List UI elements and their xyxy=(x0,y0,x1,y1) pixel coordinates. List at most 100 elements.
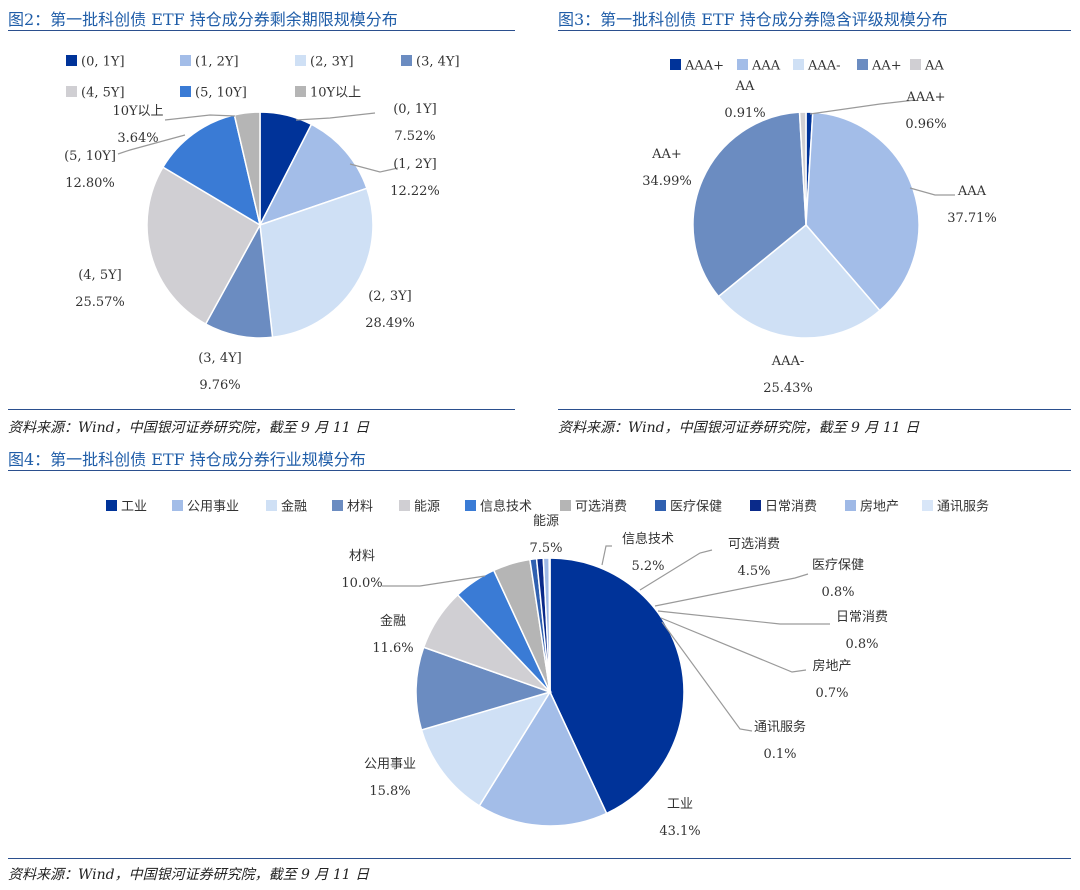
chart3-legend-swatch-1 xyxy=(172,500,183,511)
chart2-legend-swatch-4 xyxy=(910,59,921,70)
chart1-leader-6 xyxy=(164,114,236,121)
chart2-source: 资料来源：Wind，中国银河证券研究院，截至 9 月 11 日 xyxy=(558,420,920,436)
chart2-legend-label-2: AAA- xyxy=(807,59,841,74)
chart3-legend-label-4: 能源 xyxy=(414,500,440,515)
chart2-value-label-0: 0.96% xyxy=(905,117,946,132)
chart2-legend-label-3: AA+ xyxy=(871,59,902,74)
chart3-leader-5 xyxy=(601,545,612,566)
chart1-legend-label-5: (5, 10Y] xyxy=(195,86,247,101)
chart1-title: 图2：第一批科创债 ETF 持仓成分券剩余期限规模分布 xyxy=(8,10,398,29)
chart1-legend-label-3: (3, 4Y] xyxy=(416,55,460,70)
chart3-legend-swatch-5 xyxy=(465,500,476,511)
chart3-legend-label-7: 医疗保健 xyxy=(670,500,722,515)
chart2-bottom-rule xyxy=(558,409,1071,410)
chart1-top-rule xyxy=(8,30,515,31)
chart3-bottom-rule xyxy=(8,858,1071,859)
chart1-legend-swatch-0 xyxy=(66,55,77,66)
chart3-legend-label-8: 日常消费 xyxy=(765,500,817,515)
chart1-source: 资料来源：Wind，中国银河证券研究院，截至 9 月 11 日 xyxy=(8,420,370,436)
chart3-category-label-5: 信息技术 xyxy=(622,531,674,547)
chart1-value-label-3: 9.76% xyxy=(199,378,240,393)
chart2-legend-swatch-0 xyxy=(670,59,681,70)
chart3-value-label-8: 0.8% xyxy=(845,637,878,652)
chart3-leader-3 xyxy=(382,575,486,587)
chart1-category-label-1: (1, 2Y] xyxy=(393,157,437,172)
chart1-slice-4 xyxy=(146,166,262,326)
chart2-legend-label-0: AAA+ xyxy=(684,59,724,74)
chart3-legend-swatch-8 xyxy=(750,500,761,511)
chart2-category-label-1: AAA xyxy=(957,184,987,199)
chart3-value-label-10: 0.1% xyxy=(763,747,796,762)
chart2-leader-0 xyxy=(809,99,916,115)
chart3-title: 图4：第一批科创债 ETF 持仓成分券行业规模分布 xyxy=(8,450,366,469)
chart1-value-label-1: 12.22% xyxy=(390,184,440,199)
chart1-value-label-4: 25.57% xyxy=(75,295,125,310)
chart3-category-label-1: 公用事业 xyxy=(364,757,416,772)
chart1-legend-swatch-6 xyxy=(295,86,306,97)
chart3-legend-label-0: 工业 xyxy=(121,500,147,515)
chart2-slice-4 xyxy=(798,111,807,226)
chart3-legend-label-10: 通讯服务 xyxy=(937,499,989,515)
chart3-leader-10 xyxy=(661,621,753,732)
chart1-legend-label-2: (2, 3Y] xyxy=(310,55,354,70)
chart3-leader-9 xyxy=(660,617,807,673)
chart3-category-label-3: 材料 xyxy=(349,549,375,564)
chart3-value-label-3: 10.0% xyxy=(341,576,382,591)
chart3-category-label-6: 可选消费 xyxy=(728,537,780,552)
chart1-legend-label-4: (4, 5Y] xyxy=(81,86,125,101)
chart1-legend-swatch-3 xyxy=(401,55,412,66)
chart1-legend-swatch-4 xyxy=(66,86,77,97)
chart2-value-label-4: 0.91% xyxy=(724,106,765,121)
chart1-legend-swatch-1 xyxy=(180,55,191,66)
chart3-legend-swatch-6 xyxy=(560,500,571,511)
chart2-value-label-2: 25.43% xyxy=(763,381,813,396)
chart2-leader-1 xyxy=(909,187,955,196)
chart2-legend-swatch-1 xyxy=(737,59,748,70)
chart2-category-label-2: AAA- xyxy=(771,354,805,369)
chart3-legend-swatch-9 xyxy=(845,500,856,511)
chart3-top-rule xyxy=(8,470,1071,471)
chart2-legend-label-4: AA xyxy=(924,59,944,74)
chart2-legend-swatch-2 xyxy=(793,59,804,70)
chart1-leader-0 xyxy=(295,112,376,121)
chart2-top-rule xyxy=(558,30,1071,31)
chart3-legend-label-5: 信息技术 xyxy=(480,499,532,515)
chart3-value-label-1: 15.8% xyxy=(369,784,410,799)
chart3-slice-0 xyxy=(549,557,685,815)
chart3-leader-7 xyxy=(654,573,809,607)
chart1-leader-1 xyxy=(349,163,399,173)
chart2-title: 图3：第一批科创债 ETF 持仓成分券隐含评级规模分布 xyxy=(558,10,948,29)
chart3-legend-label-2: 金融 xyxy=(281,499,307,515)
chart3-category-label-9: 房地产 xyxy=(812,658,851,674)
chart3-legend-label-6: 可选消费 xyxy=(575,500,627,515)
chart3-value-label-4: 7.5% xyxy=(529,541,562,556)
chart2-slice-3 xyxy=(692,111,807,298)
chart3-value-label-5: 5.2% xyxy=(631,559,664,574)
chart3-legend-swatch-7 xyxy=(655,500,666,511)
chart2-category-label-3: AA+ xyxy=(651,147,682,162)
chart3-legend-label-3: 材料 xyxy=(347,500,373,515)
chart3-legend-swatch-10 xyxy=(922,500,933,511)
chart1-category-label-0: (0, 1Y] xyxy=(393,102,437,117)
chart3-category-label-7: 医疗保健 xyxy=(812,558,864,573)
chart1-category-label-2: (2, 3Y] xyxy=(368,289,412,304)
chart1-category-label-3: (3, 4Y] xyxy=(198,351,242,366)
chart3-category-label-2: 金融 xyxy=(380,613,406,629)
chart1-legend-label-0: (0, 1Y] xyxy=(81,55,125,70)
chart2-category-label-4: AA xyxy=(735,79,755,94)
chart3-slice-10 xyxy=(548,557,551,693)
chart3-legend-swatch-0 xyxy=(106,500,117,511)
chart3-leader-6 xyxy=(639,549,713,591)
chart3-legend-swatch-2 xyxy=(266,500,277,511)
chart2-slice-2 xyxy=(717,223,881,339)
chart1-category-label-4: (4, 5Y] xyxy=(78,268,122,283)
chart2-category-label-0: AAA+ xyxy=(905,90,945,105)
chart2-legend-swatch-3 xyxy=(857,59,868,70)
chart1-value-label-2: 28.49% xyxy=(365,316,415,331)
chart1-slice-1 xyxy=(258,123,368,227)
chart1-category-label-5: (5, 10Y] xyxy=(64,149,116,164)
chart1-legend-swatch-2 xyxy=(295,55,306,66)
chart1-value-label-6: 3.64% xyxy=(117,131,158,146)
chart1-value-label-0: 7.52% xyxy=(394,129,435,144)
